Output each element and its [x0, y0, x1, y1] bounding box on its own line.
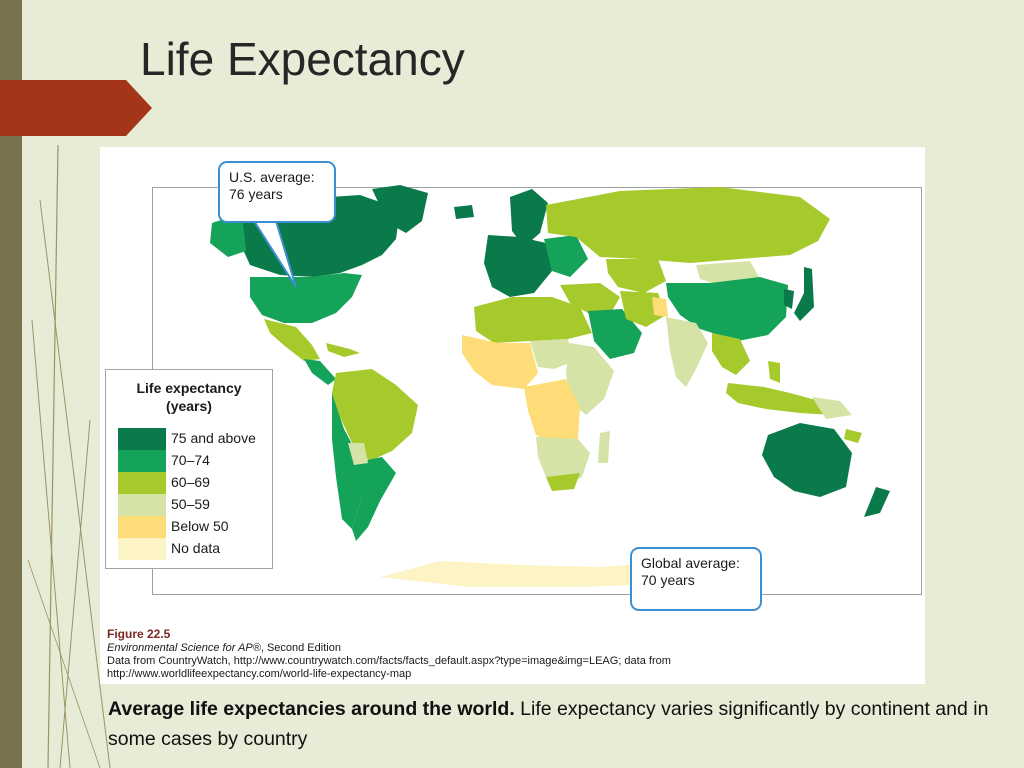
region-alaska: [210, 213, 246, 257]
region-australia: [762, 423, 852, 497]
figure-number: Figure 22.5: [107, 627, 171, 641]
figure-credit-data: Data from CountryWatch, http://www.count…: [107, 655, 671, 667]
region-argentina: [352, 457, 396, 541]
region-russia: [546, 187, 830, 263]
legend-swatch: [118, 538, 166, 560]
decorative-lines: [27, 144, 111, 768]
us-average-callout: U.S. average: 76 years: [218, 161, 336, 223]
region-bolivia: [348, 443, 368, 465]
region-central-africa: [524, 379, 580, 447]
legend-label: 60–69: [171, 474, 210, 490]
region-pacific-islands: [844, 429, 862, 443]
sidebar-bar: [0, 0, 22, 768]
legend-title-line2: (years): [166, 398, 212, 414]
legend-label: 50–59: [171, 496, 210, 512]
legend-item: Below 50: [118, 516, 268, 538]
region-iceland: [454, 205, 474, 219]
region-philippines: [768, 361, 780, 383]
region-central-america: [304, 359, 336, 385]
caption-bold: Average life expectancies around the wor…: [108, 698, 515, 720]
region-indonesia: [726, 383, 840, 415]
region-andes: [332, 393, 362, 529]
world-map: [210, 185, 890, 587]
region-south-america-north: [332, 369, 418, 461]
legend-swatch: [118, 428, 166, 450]
region-japan: [794, 267, 814, 321]
region-scandinavia: [510, 189, 548, 247]
region-korea: [784, 289, 794, 309]
title-accent-tab: [0, 80, 152, 136]
global-average-label: Global average:: [641, 555, 740, 571]
region-usa: [250, 273, 362, 323]
region-sahel: [530, 339, 574, 369]
us-average-label: U.S. average:: [229, 169, 315, 185]
region-west-africa: [462, 335, 538, 389]
region-mexico: [264, 319, 320, 361]
legend-title-line1: Life expectancy: [136, 380, 242, 396]
region-afghanistan: [652, 297, 668, 317]
region-south-africa-coast: [546, 473, 580, 491]
region-western-europe: [484, 235, 552, 297]
region-madagascar: [598, 431, 610, 463]
region-eastern-europe: [544, 235, 588, 277]
legend-swatch: [118, 516, 166, 538]
region-east-africa: [566, 343, 614, 415]
region-southeast-asia: [712, 333, 750, 375]
region-caribbean: [326, 343, 360, 357]
legend-swatch: [118, 494, 166, 516]
slide-title: Life Expectancy: [140, 33, 465, 85]
caption-rest: Life expectancy varies significantly by …: [108, 698, 989, 750]
region-saudi-arabia: [588, 309, 642, 359]
figure-credit-source: Environmental Science for AP®, Second Ed…: [107, 642, 341, 655]
legend-item: 70–74: [118, 450, 268, 472]
region-greenland: [372, 185, 428, 233]
legend-swatch: [118, 450, 166, 472]
region-new-zealand: [864, 487, 890, 517]
region-north-africa: [474, 297, 592, 343]
slide-caption: Average life expectancies around the wor…: [108, 694, 1018, 754]
legend-item: 60–69: [118, 472, 268, 494]
legend-swatch: [118, 472, 166, 494]
credit-edition: , Second Edition: [260, 642, 341, 654]
legend-item: No data: [118, 538, 268, 560]
region-india: [666, 317, 708, 387]
us-average-value: 76 years: [229, 186, 283, 202]
credit-book-title: Environmental Science for AP®: [107, 642, 261, 654]
legend-label: 70–74: [171, 452, 210, 468]
region-kazakhstan: [606, 259, 666, 293]
region-new-guinea: [812, 397, 852, 419]
legend-label: No data: [171, 540, 221, 556]
legend-label: 75 and above: [171, 430, 256, 446]
legend-item: 75 and above: [118, 428, 268, 450]
figure-credit-url: http://www.worldlifeexpectancy.com/world…: [107, 668, 412, 680]
legend-title: Life expectancy (years): [106, 379, 272, 415]
global-average-value: 70 years: [641, 572, 695, 588]
legend-label: Below 50: [171, 518, 229, 534]
figure-panel: U.S. average: 76 years Global average: 7…: [100, 147, 925, 684]
map-legend: Life expectancy (years) 75 and above 70–…: [105, 369, 273, 569]
legend-item: 50–59: [118, 494, 268, 516]
global-average-callout: Global average: 70 years: [630, 547, 762, 611]
